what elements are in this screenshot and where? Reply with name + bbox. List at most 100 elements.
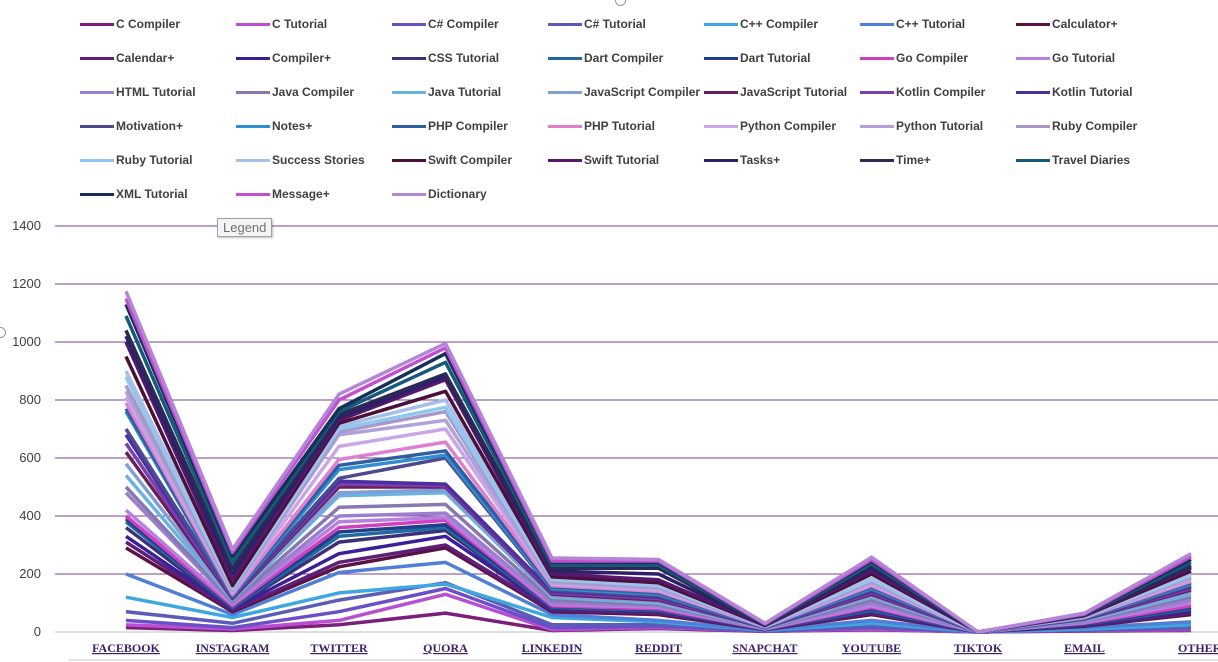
legend-entry[interactable]: JavaScript Tutorial <box>704 84 847 100</box>
legend-swatch <box>1016 90 1050 94</box>
legend-swatch <box>548 90 582 94</box>
legend-entry[interactable]: HTML Tutorial <box>80 84 196 100</box>
legend-entry[interactable]: Python Tutorial <box>860 118 983 134</box>
legend-label: Success Stories <box>272 153 365 167</box>
legend-label: C# Tutorial <box>584 17 646 31</box>
legend-entry[interactable]: Dart Tutorial <box>704 50 810 66</box>
legend-entry[interactable]: JavaScript Compiler <box>548 84 700 100</box>
series-line[interactable] <box>124 290 1192 634</box>
legend-swatch <box>80 192 114 196</box>
legend-label: HTML Tutorial <box>116 85 196 99</box>
legend-label: C Compiler <box>116 17 181 31</box>
legend-label: Swift Compiler <box>428 153 513 167</box>
y-tick-label: 600 <box>19 450 41 465</box>
legend-label: Tasks+ <box>740 153 781 167</box>
x-tick-label: OTHER <box>1178 641 1218 655</box>
legend-entry[interactable]: Dictionary <box>392 186 487 202</box>
legend-swatch <box>704 56 738 60</box>
legend-tooltip: Legend <box>217 218 273 237</box>
legend-entry[interactable]: Python Compiler <box>704 118 836 134</box>
legend-entry[interactable]: Kotlin Tutorial <box>1016 84 1132 100</box>
y-tick-label: 400 <box>19 508 41 523</box>
legend-entry[interactable]: PHP Tutorial <box>548 118 655 134</box>
legend-label: XML Tutorial <box>116 187 188 201</box>
legend-swatch <box>236 56 270 60</box>
legend-swatch <box>392 192 426 196</box>
legend-entry[interactable]: Go Compiler <box>860 50 968 66</box>
legend-swatch <box>704 124 738 128</box>
legend-label: Dictionary <box>428 187 487 201</box>
legend-swatch <box>80 90 114 94</box>
legend-label: Motivation+ <box>116 119 184 133</box>
legend-swatch <box>1016 22 1050 26</box>
legend-label: JavaScript Compiler <box>584 85 701 99</box>
legend-entry[interactable]: XML Tutorial <box>80 186 188 202</box>
legend-label: Kotlin Tutorial <box>1052 85 1133 99</box>
legend-entry[interactable]: Time+ <box>860 152 931 168</box>
legend-entry[interactable]: Message+ <box>236 186 330 202</box>
legend-label: Compiler+ <box>272 51 332 65</box>
legend-entry[interactable]: Compiler+ <box>236 50 331 66</box>
legend-entry[interactable]: C# Tutorial <box>548 16 646 32</box>
legend[interactable]: C Compiler C Tutorial C# Compiler C# Tutori… <box>0 0 1218 210</box>
legend-swatch <box>236 192 270 196</box>
legend-swatch <box>392 56 426 60</box>
legend-label: C++ Tutorial <box>896 17 966 31</box>
legend-label: PHP Tutorial <box>584 119 655 133</box>
legend-label: Java Tutorial <box>428 85 502 99</box>
x-tick-label: TIKTOK <box>954 641 1003 655</box>
y-tick-label: 0 <box>34 624 41 639</box>
legend-swatch <box>548 22 582 26</box>
legend-label: Dart Tutorial <box>740 51 811 65</box>
legend-swatch <box>80 56 114 60</box>
legend-entry[interactable]: Swift Tutorial <box>548 152 659 168</box>
x-tick-label: SNAPCHAT <box>732 641 797 655</box>
legend-entry[interactable]: Notes+ <box>236 118 312 134</box>
legend-entry[interactable]: Go Tutorial <box>1016 50 1115 66</box>
y-tick-label: 200 <box>19 566 41 581</box>
legend-swatch <box>392 124 426 128</box>
legend-swatch <box>80 22 114 26</box>
legend-label: Time+ <box>896 153 931 167</box>
legend-swatch <box>704 90 738 94</box>
legend-label: Kotlin Compiler <box>896 85 986 99</box>
legend-entry[interactable]: Java Compiler <box>236 84 354 100</box>
legend-entry[interactable]: C# Compiler <box>392 16 499 32</box>
legend-entry[interactable]: C++ Compiler <box>704 16 818 32</box>
legend-entry[interactable]: C++ Tutorial <box>860 16 965 32</box>
legend-entry[interactable]: Java Tutorial <box>392 84 501 100</box>
legend-entry[interactable]: Calculator+ <box>1016 16 1118 32</box>
legend-entry[interactable]: Success Stories <box>236 152 365 168</box>
legend-swatch <box>392 22 426 26</box>
x-tick-label: FACEBOOK <box>92 641 160 655</box>
legend-swatch <box>1016 158 1050 162</box>
legend-entry[interactable]: C Compiler <box>80 16 180 32</box>
legend-entry[interactable]: Dart Compiler <box>548 50 663 66</box>
y-tick-label: 1000 <box>12 334 41 349</box>
legend-label: Message+ <box>272 187 330 201</box>
legend-entry[interactable]: Ruby Compiler <box>1016 118 1137 134</box>
legend-label: C# Compiler <box>428 17 499 31</box>
x-tick-label: LINKEDIN <box>522 641 583 655</box>
legend-label: Travel Diaries <box>1052 153 1131 167</box>
legend-swatch <box>236 22 270 26</box>
legend-swatch <box>80 158 114 162</box>
legend-entry[interactable]: Calendar+ <box>80 50 174 66</box>
legend-swatch <box>704 22 738 26</box>
legend-label: Go Tutorial <box>1052 51 1116 65</box>
legend-entry[interactable]: Swift Compiler <box>392 152 512 168</box>
legend-swatch <box>1016 124 1050 128</box>
legend-entry[interactable]: Motivation+ <box>80 118 183 134</box>
legend-entry[interactable]: Kotlin Compiler <box>860 84 985 100</box>
legend-entry[interactable]: CSS Tutorial <box>392 50 499 66</box>
legend-swatch <box>860 90 894 94</box>
legend-label: PHP Compiler <box>428 119 508 133</box>
legend-swatch <box>704 158 738 162</box>
y-tick-label: 800 <box>19 392 41 407</box>
legend-entry[interactable]: C Tutorial <box>236 16 327 32</box>
legend-swatch <box>860 56 894 60</box>
legend-entry[interactable]: Ruby Tutorial <box>80 152 192 168</box>
legend-entry[interactable]: PHP Compiler <box>392 118 508 134</box>
legend-entry[interactable]: Tasks+ <box>704 152 780 168</box>
legend-entry[interactable]: Travel Diaries <box>1016 152 1130 168</box>
